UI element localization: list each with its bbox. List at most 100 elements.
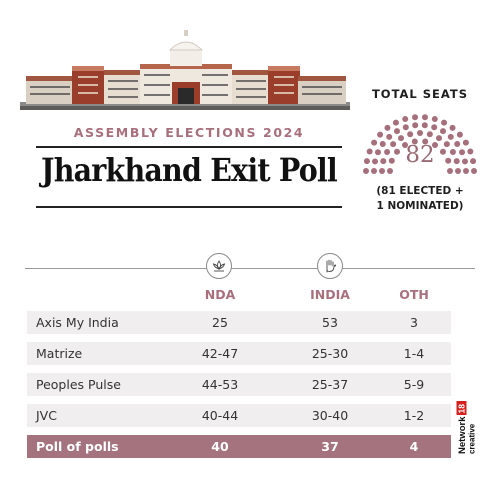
seat-dot xyxy=(402,124,409,131)
brand-number: 18 xyxy=(457,404,467,414)
seat-dot xyxy=(371,139,378,146)
seats-note-line2: 1 NOMINATED) xyxy=(376,200,464,212)
seat-dot xyxy=(402,142,408,149)
seat-hemicycle-icon xyxy=(363,114,477,174)
seat-dot xyxy=(421,122,428,129)
table-divider xyxy=(25,268,475,269)
pollster-name: JVC xyxy=(36,408,57,423)
seat-dot xyxy=(392,119,399,126)
total-seats-number: 82 xyxy=(405,142,435,168)
oth-value: 1-2 xyxy=(403,408,425,423)
table-row: Axis My India 25 53 3 xyxy=(27,311,451,334)
seat-dot xyxy=(394,148,401,155)
oth-value: 5-9 xyxy=(403,377,425,392)
seat-dot xyxy=(366,148,373,155)
india-value: 53 xyxy=(322,315,338,330)
seat-dot xyxy=(390,141,397,148)
poll-of-polls-label: Poll of polls xyxy=(36,439,119,454)
seat-dot xyxy=(453,158,460,165)
seat-dot xyxy=(388,157,395,164)
brand-tag: creative xyxy=(468,423,477,454)
brand-name: Network xyxy=(457,416,468,454)
table-row: JVC 40-44 30-40 1-2 xyxy=(27,404,451,427)
election-subtitle: ASSEMBLY ELECTIONS 2024 xyxy=(73,125,305,140)
total-seats-label: TOTAL SEATS xyxy=(371,87,469,101)
title-bottom-rule xyxy=(36,206,342,208)
seat-dot xyxy=(463,168,469,174)
seat-dot xyxy=(431,116,438,123)
table-row: Matrize 42-47 25-30 1-4 xyxy=(27,342,451,365)
legislative-building-illustration xyxy=(20,30,350,110)
india-total: 37 xyxy=(321,439,339,454)
seat-dot xyxy=(440,128,446,135)
seat-dot xyxy=(411,138,418,145)
seat-dot xyxy=(467,148,474,155)
seat-dot xyxy=(394,128,400,135)
seats-note-line1: (81 ELECTED + xyxy=(376,185,464,197)
india-value: 25-37 xyxy=(311,377,349,392)
nda-value: 42-47 xyxy=(201,346,239,361)
oth-total: 4 xyxy=(409,439,419,454)
seat-dot xyxy=(371,168,377,174)
seat-dot xyxy=(407,131,414,138)
seat-dot xyxy=(462,139,469,146)
col-header-india: INDIA xyxy=(310,287,350,302)
seat-dot xyxy=(386,133,393,140)
seat-dot xyxy=(377,131,384,138)
seat-dot xyxy=(372,158,379,165)
seat-dot xyxy=(363,168,369,174)
col-header-nda: NDA xyxy=(204,287,236,302)
seat-dot xyxy=(387,168,393,174)
seat-dot xyxy=(443,141,450,148)
poll-of-polls-row: Poll of polls 40 37 4 xyxy=(27,435,451,458)
lotus-icon xyxy=(206,253,232,279)
hand-icon xyxy=(317,253,343,279)
seat-dot xyxy=(454,140,461,147)
seat-dot xyxy=(470,158,477,165)
seat-dot xyxy=(402,116,409,123)
pollster-name: Matrize xyxy=(36,346,83,361)
seat-dot xyxy=(422,138,429,145)
table-row: Peoples Pulse 44-53 25-37 5-9 xyxy=(27,373,451,396)
title-top-rule xyxy=(36,146,342,148)
seat-dot xyxy=(363,158,370,165)
seat-dot xyxy=(449,124,456,131)
seat-dot xyxy=(426,131,433,138)
seat-dot xyxy=(439,148,446,155)
seat-dot xyxy=(459,149,466,156)
seats-note: (81 ELECTED + 1 NOMINATED) xyxy=(360,184,480,214)
seat-dot xyxy=(398,135,404,142)
network18-logo: Network 18 creative xyxy=(456,401,477,454)
seat-dot xyxy=(445,157,452,164)
seat-dot xyxy=(455,168,461,174)
pollster-name: Axis My India xyxy=(36,315,119,330)
seat-dot xyxy=(379,168,385,174)
seat-dot xyxy=(380,158,387,165)
seat-dot xyxy=(417,130,423,136)
seat-dot xyxy=(431,124,438,131)
seat-dot xyxy=(384,149,391,155)
oth-value: 1-4 xyxy=(403,346,425,361)
seat-dot xyxy=(441,119,448,126)
seat-dot xyxy=(447,133,454,140)
seat-dot xyxy=(449,149,456,155)
nda-value: 40-44 xyxy=(201,408,239,423)
seat-dot xyxy=(461,158,468,165)
oth-value: 3 xyxy=(410,315,418,330)
india-value: 30-40 xyxy=(311,408,349,423)
seat-dot xyxy=(412,114,419,121)
india-value: 25-30 xyxy=(311,346,349,361)
seat-dot xyxy=(436,135,442,142)
seat-dot xyxy=(421,114,428,121)
seat-dot xyxy=(379,140,386,147)
nda-value: 44-53 xyxy=(201,377,239,392)
seat-dot xyxy=(471,168,477,174)
seat-dot xyxy=(412,122,419,129)
seat-dot xyxy=(374,149,381,156)
seat-dot xyxy=(432,142,438,149)
page-title: Jharkhand Exit Poll xyxy=(41,150,338,190)
col-header-oth: OTH xyxy=(399,287,429,302)
nda-total: 40 xyxy=(211,439,229,454)
seat-dot xyxy=(447,168,453,174)
